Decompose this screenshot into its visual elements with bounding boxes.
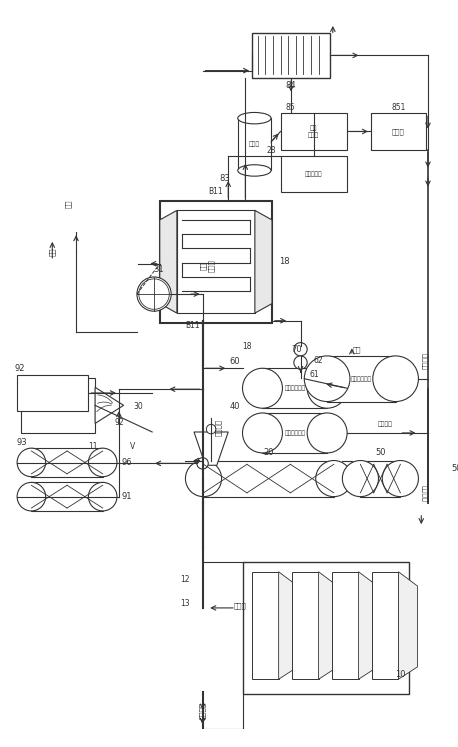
Text: 30: 30 [133,402,143,411]
Bar [262,413,327,453]
Circle shape [242,368,283,408]
Bar [360,460,400,497]
Text: 31: 31 [153,265,164,274]
Bar [32,448,103,477]
Bar [371,114,426,149]
Text: 18: 18 [279,257,290,266]
Circle shape [294,356,307,369]
Polygon shape [255,211,272,313]
Bar [242,562,409,693]
Bar [332,571,359,679]
Text: 61: 61 [309,371,319,379]
Text: 40: 40 [229,402,240,411]
Circle shape [316,460,352,497]
Bar [177,211,255,313]
Text: 煤矿水提取器: 煤矿水提取器 [284,430,305,436]
Circle shape [307,368,347,408]
Bar [17,375,88,411]
Bar [262,368,327,408]
Circle shape [373,356,419,402]
Bar [281,114,347,149]
Text: 煤气: 煤气 [65,199,72,208]
Text: 制焦装置: 制焦装置 [378,421,393,427]
Bar [160,201,272,323]
Bar [203,460,334,497]
Circle shape [343,460,378,497]
Text: 13: 13 [180,598,190,607]
Circle shape [88,448,117,477]
Text: 50: 50 [452,464,458,473]
Bar [32,483,103,511]
Text: 91: 91 [122,492,132,501]
Text: 85: 85 [285,103,295,112]
Text: 93: 93 [16,438,27,447]
Text: B11: B11 [208,187,223,196]
Bar [292,571,319,679]
Circle shape [307,413,347,453]
Text: 荒煤气: 荒煤气 [233,603,246,610]
Text: 12: 12 [181,575,190,584]
Text: 煤矿水提取器: 煤矿水提取器 [284,385,305,391]
Text: 60: 60 [229,357,240,366]
Text: 84: 84 [286,81,296,90]
Polygon shape [359,571,377,679]
Text: 氨水: 氨水 [352,346,361,353]
Text: 92: 92 [114,418,124,427]
Text: 96: 96 [122,458,132,467]
Text: 70: 70 [291,345,301,354]
Text: 压缩机: 压缩机 [249,141,260,147]
Circle shape [382,460,419,497]
Circle shape [185,460,222,497]
Text: 焦炉
荒煤气: 焦炉 荒煤气 [200,259,214,272]
Text: 汽轮
发电机: 汽轮 发电机 [308,125,319,137]
Text: 851: 851 [391,103,406,112]
Polygon shape [160,211,177,313]
Bar [252,33,330,78]
Bar [21,378,95,433]
Bar [252,571,278,679]
Polygon shape [194,432,228,465]
Text: 62: 62 [314,356,323,365]
Circle shape [242,413,283,453]
Circle shape [17,483,46,511]
Text: 焦炉废气: 焦炉废气 [199,702,206,719]
Text: 烟炉煤气: 烟炉煤气 [422,352,428,369]
Polygon shape [398,571,418,679]
Text: 83: 83 [219,173,230,182]
Text: 稳压煤气: 稳压煤气 [215,419,222,436]
Text: 发电机: 发电机 [392,128,405,134]
Circle shape [294,343,307,356]
Text: 氢气: 氢气 [49,247,55,255]
Text: 煤矿水提取器: 煤矿水提取器 [351,376,372,382]
Text: B11: B11 [185,321,200,330]
Text: V: V [130,441,136,450]
Circle shape [207,424,216,434]
Bar [327,356,396,402]
Bar [281,156,347,192]
Polygon shape [95,387,124,424]
Circle shape [17,448,46,477]
Ellipse shape [238,165,271,176]
Text: 20: 20 [263,448,274,457]
Circle shape [88,483,117,511]
Polygon shape [319,571,338,679]
Circle shape [304,356,350,402]
Text: 氨水蒸发器: 氨水蒸发器 [305,172,322,177]
Text: 28: 28 [266,146,276,155]
Text: 重质焦油: 重质焦油 [422,486,428,502]
Bar [238,118,271,170]
Text: 11: 11 [88,441,98,450]
Text: 10: 10 [395,670,405,679]
Circle shape [137,277,171,311]
Bar [372,571,398,679]
Ellipse shape [238,113,271,124]
Circle shape [197,458,208,469]
Text: 50: 50 [375,448,386,457]
Text: 92: 92 [14,364,25,373]
Text: 18: 18 [242,342,252,351]
Polygon shape [278,571,298,679]
